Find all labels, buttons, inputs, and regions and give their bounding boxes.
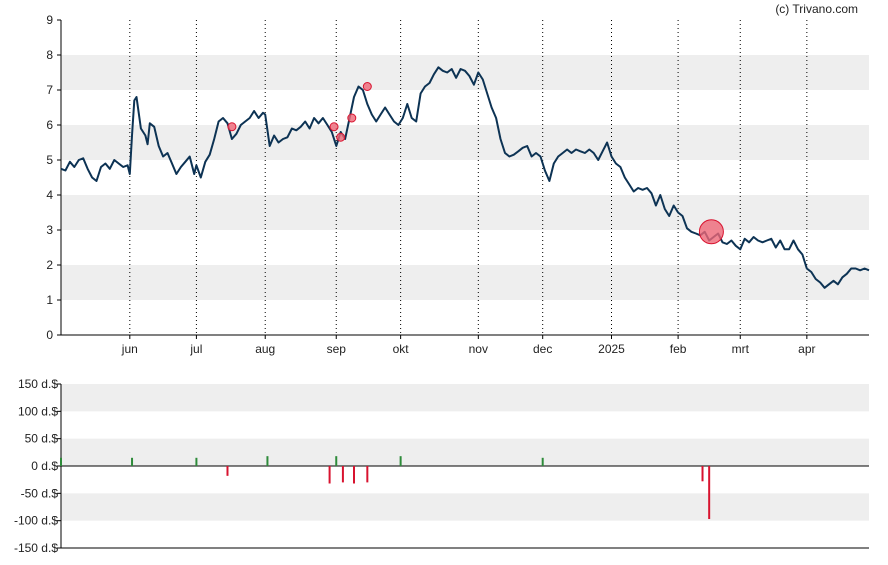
y-tick-label: 3 [46,223,53,237]
grid-band [61,55,869,90]
transaction-marker [227,122,237,132]
grid-band [61,493,869,521]
x-tick-label: feb [670,342,687,356]
grid-band [61,384,869,412]
transaction-marker [362,82,372,91]
x-tick-label: aug [255,342,275,356]
y-tick-label: 2 [46,258,53,272]
transaction-marker [698,219,724,245]
y-tick-label: -50 d.$ [21,486,59,500]
transaction-chart: 150 d.$ 100 d.$ 50 d.$ 0 d.$ -50 d.$ -100 d.$… [14,377,869,555]
y-tick-label: -150 d.$ [14,541,58,555]
x-tick-label: nov [469,342,488,356]
y-tick-label: 6 [46,118,53,132]
y-tick-label: 4 [46,188,53,202]
x-tick-label: jun [121,342,138,356]
y-tick-label: 8 [46,48,53,62]
transaction-marker [347,113,357,123]
x-tick-label: dec [533,342,552,356]
grid-band [61,265,869,300]
x-tick-label: jul [189,342,202,356]
grid-band [61,195,869,230]
grid-band [61,438,869,466]
x-tick-label: okt [393,342,410,356]
y-tick-label: 100 d.$ [18,404,58,418]
y-tick-label: 0 [46,328,53,342]
y-tick-label: 9 [46,13,53,27]
y-tick-label: 150 d.$ [18,377,58,391]
x-tick-label: apr [798,342,815,356]
y-tick-label: 0 d.$ [31,459,58,473]
x-tick-label: 2025 [598,342,625,356]
price-line [60,66,870,289]
transaction-marker [329,122,339,132]
y-tick-label: -100 d.$ [14,514,58,528]
y-tick-label: 1 [46,293,53,307]
grid-band [61,125,869,160]
x-tick-label: sep [327,342,347,356]
price-chart: jun jul aug sep okt nov dec 2025 feb mrt apr 0 1 2 3 4 5… [46,13,870,356]
y-tick-label: 7 [46,83,53,97]
x-tick-label: mrt [732,342,750,356]
credit-label: (c) Trivano.com [775,2,858,16]
y-tick-label: 5 [46,153,53,167]
transaction-marker [336,132,346,142]
y-tick-label: 50 d.$ [25,432,59,446]
